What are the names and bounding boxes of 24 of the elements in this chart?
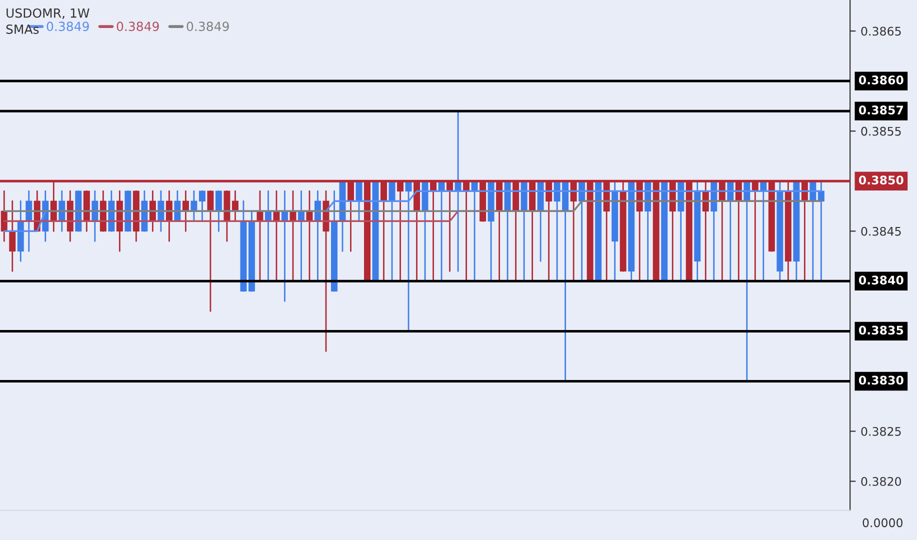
candlestick	[215, 190, 222, 232]
y-tick-label: 0.3820	[861, 477, 901, 486]
ref-line-label: 0.3840	[858, 276, 904, 285]
ref-line-label: 0.3860	[858, 76, 904, 84]
candlestick	[198, 190, 206, 222]
candlestick	[207, 190, 214, 312]
text: 0.0000	[862, 518, 903, 528]
y-tick-label: 0.3825	[861, 426, 901, 436]
candlestick	[9, 200, 16, 272]
legend-label: 0.3849	[46, 22, 89, 32]
legend-label: 0.3849	[186, 22, 229, 32]
legend-label: 0.3849	[116, 22, 159, 32]
text: USDOMR, 1W	[6, 8, 90, 20]
y-tick-label: 0.3855	[861, 126, 901, 136]
annotation: SMAs	[6, 24, 39, 34]
ref-line-label: 0.3835	[858, 326, 904, 335]
ref-line-label: 0.3830	[858, 376, 904, 385]
ref-line-label: 0.3857	[858, 106, 904, 114]
y-tick-label: 0.3865	[861, 26, 901, 36]
candlestick	[232, 190, 238, 222]
candlestick	[182, 190, 189, 232]
ref-line-label: 0.3850	[858, 176, 904, 185]
candlestick	[190, 190, 198, 222]
y-tick-label: 0.3845	[861, 226, 901, 236]
